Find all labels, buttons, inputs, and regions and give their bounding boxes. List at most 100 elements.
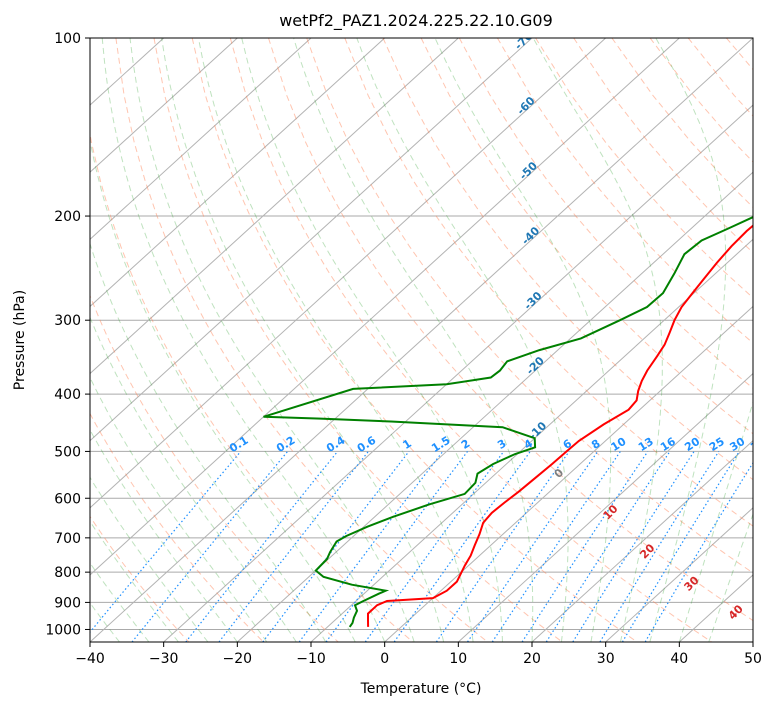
- isotherm-label: -20: [524, 354, 547, 377]
- moist-adiabat-line: [90, 520, 179, 642]
- moist-adiabat-line: [356, 38, 569, 642]
- mixing-ratio-line: [90, 451, 242, 634]
- y-tick-label: 900: [54, 595, 81, 611]
- sounding-traces: [263, 215, 753, 628]
- isotherm-line: [90, 38, 386, 308]
- mixing-ratio-line: [364, 451, 505, 642]
- x-tick-label: 20: [523, 651, 541, 667]
- moist-adiabat-line: [532, 38, 663, 642]
- moist-adiabat-line: [90, 476, 209, 642]
- dewpoint-trace: [263, 215, 753, 628]
- moist-adiabat-line: [90, 562, 150, 642]
- y-tick-label: 800: [54, 565, 81, 581]
- moist-adiabat-label: 30: [682, 573, 702, 593]
- mixing-ratio-label: 2: [459, 437, 472, 452]
- mixing-ratio-line: [572, 451, 695, 642]
- plot-frame: [89, 37, 754, 643]
- y-tick-label: 200: [54, 209, 81, 225]
- x-tick-label: 30: [597, 651, 615, 667]
- isotherm-line: [90, 38, 533, 442]
- moist-adiabat-label: 20: [637, 541, 657, 561]
- dry-adiabat-line: [90, 412, 264, 642]
- mixing-ratio-line: [262, 451, 410, 642]
- dry-adiabat-line: [153, 38, 563, 642]
- mixing-ratio-label: 8: [589, 437, 602, 452]
- dry-adiabat-line: [268, 38, 753, 622]
- x-tick-label: 50: [744, 651, 762, 667]
- dry-adiabat-line: [344, 38, 753, 527]
- x-tick-label: 10: [449, 651, 467, 667]
- moist-adiabat-line: [90, 428, 238, 642]
- mixing-ratio-line: [393, 451, 531, 642]
- isotherm-label: -50: [517, 159, 540, 182]
- moist-adiabat-line: [101, 38, 386, 642]
- dry-adiabat-line: [90, 131, 414, 642]
- isotherm-line: [90, 38, 753, 642]
- y-tick-label: 1000: [45, 623, 81, 639]
- isotherm-line: [90, 38, 607, 509]
- dry-adiabat-line: [90, 515, 190, 642]
- isotherm-line: [605, 507, 753, 642]
- mixing-ratio-line: [435, 451, 570, 642]
- moist-adiabat-line: [161, 38, 445, 642]
- moist-adiabat-line: [649, 38, 727, 642]
- mixing-ratio-line: [599, 451, 720, 642]
- moist-adiabat-label: 10: [601, 502, 621, 522]
- y-tick-label: 500: [54, 444, 81, 460]
- dry-adiabat-line: [765, 38, 775, 642]
- x-tick-label: −10: [296, 651, 326, 667]
- y-tick-label: 600: [54, 491, 81, 507]
- y-tick-label: 400: [54, 387, 81, 403]
- dry-adiabat-line: [191, 38, 638, 642]
- y-tick-label: 700: [54, 531, 81, 547]
- moist-adiabat-line: [708, 512, 753, 642]
- mixing-ratio-label: 36: [748, 435, 768, 454]
- isotherm-line: [457, 372, 753, 642]
- isotherm-line: [531, 439, 753, 642]
- dry-adiabat-line: [726, 38, 753, 71]
- dry-adiabat-line: [420, 38, 753, 435]
- moist-adiabat-line: [241, 38, 503, 642]
- background-lines: [90, 38, 775, 642]
- mixing-ratio-line: [131, 451, 289, 642]
- x-tick-label: −20: [223, 651, 253, 667]
- mixing-ratio-line: [466, 451, 599, 642]
- moist-adiabat-line: [434, 38, 612, 642]
- x-axis-title: Temperature (°C): [360, 681, 482, 697]
- mixing-ratio-line: [491, 451, 621, 642]
- x-tick-label: −40: [75, 651, 105, 667]
- isotherm-label: -30: [521, 289, 544, 312]
- isotherm-line: [384, 305, 753, 642]
- temperature-trace: [367, 224, 753, 627]
- dry-adiabat-line: [458, 38, 753, 389]
- moist-adiabat-line: [90, 316, 297, 642]
- y-tick-label: 300: [54, 313, 81, 329]
- moist-adiabat-line: [90, 137, 356, 642]
- y-axis-title: Pressure (hPa): [12, 290, 28, 390]
- moist-adiabat-line: [90, 376, 268, 642]
- moist-adiabat-line: [678, 400, 753, 642]
- moist-adiabat-label: 40: [726, 602, 746, 622]
- dry-adiabat-line: [115, 38, 488, 642]
- mixing-ratio-line: [521, 451, 649, 642]
- mixing-ratio-line: [218, 451, 369, 642]
- isotherm-label: -60: [514, 94, 537, 117]
- moist-adiabat-line: [90, 242, 327, 642]
- isotherm-line: [310, 238, 753, 642]
- mixing-ratio-line: [545, 451, 671, 642]
- isotherm-line: [236, 171, 753, 642]
- dry-adiabat-line: [496, 38, 753, 344]
- isotherm-label: -70: [512, 29, 535, 52]
- isotherm-label: -40: [519, 224, 542, 247]
- mixing-ratio-line: [298, 451, 444, 642]
- isotherm-line: [90, 38, 680, 576]
- isotherm-line: [90, 38, 312, 241]
- isotherm-line: [752, 641, 753, 642]
- mixing-ratio-line: [185, 451, 339, 642]
- dry-adiabat-line: [611, 38, 753, 209]
- moist-adiabat-line: [197, 38, 474, 642]
- x-tick-label: −30: [149, 651, 179, 667]
- axes: −40 −30 −20 −10 0 10 20 30 40 50 100 200 300 400 500 60…: [45, 31, 762, 667]
- isotherm-line: [163, 104, 753, 642]
